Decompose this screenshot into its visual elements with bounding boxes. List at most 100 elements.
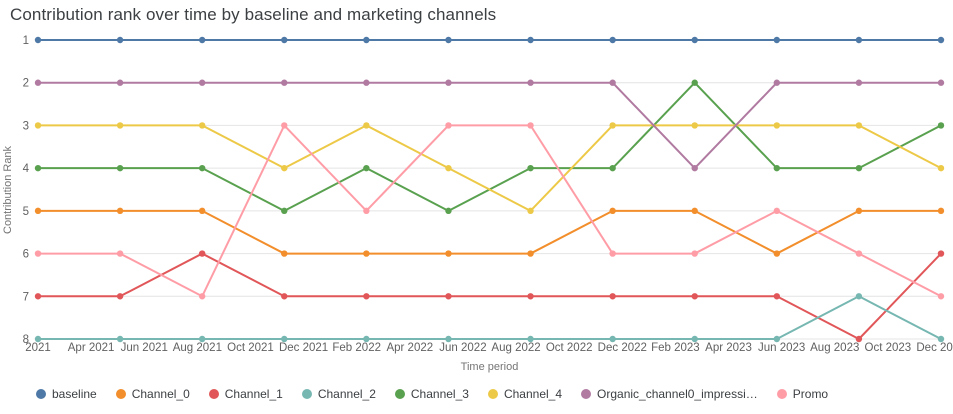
y-tick-label: 7: [23, 291, 29, 303]
data-point-marker: [609, 335, 616, 343]
data-point-marker: [855, 36, 863, 44]
data-point-marker: [527, 122, 534, 129]
x-tick-label: Aug 2023: [810, 342, 859, 354]
x-tick-label: Jun 2022: [439, 342, 486, 354]
data-point-marker: [937, 164, 945, 172]
data-point-marker: [34, 207, 42, 215]
data-point-marker: [363, 122, 370, 129]
data-point-marker: [527, 250, 534, 257]
data-point-marker: [116, 293, 124, 300]
legend-swatch-icon: [487, 389, 498, 399]
legend-label: Channel_2: [317, 387, 376, 401]
data-point-marker: [609, 164, 616, 172]
data-point-marker: [937, 293, 945, 300]
data-point-marker: [937, 335, 945, 343]
legend-item-Channel_0[interactable]: Channel_0: [115, 387, 190, 401]
data-point-marker: [198, 164, 206, 172]
data-point-marker: [691, 164, 698, 172]
data-point-marker: [34, 36, 42, 44]
legend-item-Channel_2[interactable]: Channel_2: [301, 387, 376, 401]
y-tick-label: 3: [23, 120, 29, 132]
legend-item-Organic_channel0_impressi…[interactable]: Organic_channel0_impressi…: [581, 387, 758, 401]
data-point-marker: [363, 293, 370, 300]
data-point-marker: [691, 36, 698, 44]
data-point-marker: [281, 164, 288, 172]
data-point-marker: [691, 79, 698, 86]
data-point-marker: [527, 79, 534, 86]
data-point-marker: [773, 207, 781, 215]
legend-swatch-icon: [115, 389, 126, 399]
legend-item-Promo[interactable]: Promo: [776, 387, 828, 401]
legend-label: Channel_0: [131, 387, 190, 401]
data-point-marker: [527, 36, 534, 44]
legend-label: baseline: [52, 387, 97, 401]
series-line: [37, 209, 942, 255]
data-point-marker: [445, 250, 452, 257]
chart-legend: baseline Channel_0 Channel_1 Channel_2 Chann…: [36, 387, 828, 401]
data-point-marker: [609, 79, 616, 86]
chart-title: Contribution rank over time by baseline …: [10, 5, 497, 24]
series-Promo: [34, 122, 945, 300]
data-point-marker: [281, 207, 288, 215]
data-point-marker: [116, 79, 124, 86]
data-point-marker: [198, 335, 206, 343]
data-point-marker: [281, 122, 288, 129]
data-point-marker: [363, 335, 370, 343]
data-point-marker: [34, 250, 42, 257]
data-point-marker: [937, 122, 945, 129]
series-line: [37, 81, 942, 212]
data-point-marker: [34, 293, 42, 300]
legend-item-baseline[interactable]: baseline: [36, 387, 97, 401]
y-tick-label: 8: [23, 334, 29, 346]
data-point-marker: [116, 164, 124, 172]
data-point-marker: [937, 79, 945, 86]
data-point-marker: [363, 79, 370, 86]
series-Channel_3: [34, 79, 945, 215]
x-tick-label: Jun 2023: [758, 342, 805, 354]
data-point-marker: [363, 36, 370, 44]
y-tick-label: 6: [23, 249, 29, 261]
data-point-marker: [773, 122, 781, 129]
data-point-marker: [937, 36, 945, 44]
series-Channel_1: [34, 250, 945, 343]
data-point-marker: [773, 250, 781, 257]
data-point-marker: [609, 122, 616, 129]
x-tick-label: Aug 2021: [173, 342, 222, 354]
x-tick-label: Dec 2021: [279, 342, 328, 354]
data-point-marker: [527, 164, 534, 172]
data-point-marker: [281, 36, 288, 44]
data-point-marker: [281, 293, 288, 300]
data-point-marker: [609, 207, 616, 215]
x-tick-label: 2021: [25, 342, 51, 354]
x-tick-label: Aug 2022: [491, 342, 540, 354]
data-point-marker: [363, 207, 370, 215]
data-point-marker: [609, 293, 616, 300]
x-tick-label: Oct 2021: [227, 342, 274, 354]
legend-item-Channel_3[interactable]: Channel_3: [394, 387, 469, 401]
legend-label: Channel_1: [224, 387, 283, 401]
series-Organic_channel0_impressi…: [34, 79, 945, 172]
data-point-marker: [116, 207, 124, 215]
data-point-marker: [691, 335, 698, 343]
data-point-marker: [609, 36, 616, 44]
y-tick-label: 1: [23, 35, 29, 47]
x-tick-label: Apr 2022: [386, 342, 433, 354]
legend-item-Channel_1[interactable]: Channel_1: [208, 387, 283, 401]
data-point-marker: [445, 293, 452, 300]
data-point-marker: [363, 250, 370, 257]
data-point-marker: [445, 79, 452, 86]
x-tick-label: Dec 2022: [598, 342, 647, 354]
x-tick-label: Feb 2023: [651, 342, 700, 354]
data-point-marker: [281, 250, 288, 257]
data-point-marker: [855, 207, 863, 215]
data-point-marker: [363, 164, 370, 172]
data-point-marker: [34, 164, 42, 172]
data-point-marker: [34, 122, 42, 129]
legend-swatch-icon: [36, 389, 46, 399]
legend-swatch-icon: [776, 389, 787, 399]
legend-item-Channel_4[interactable]: Channel_4: [487, 387, 562, 401]
data-point-marker: [609, 250, 616, 257]
data-point-marker: [527, 293, 534, 300]
